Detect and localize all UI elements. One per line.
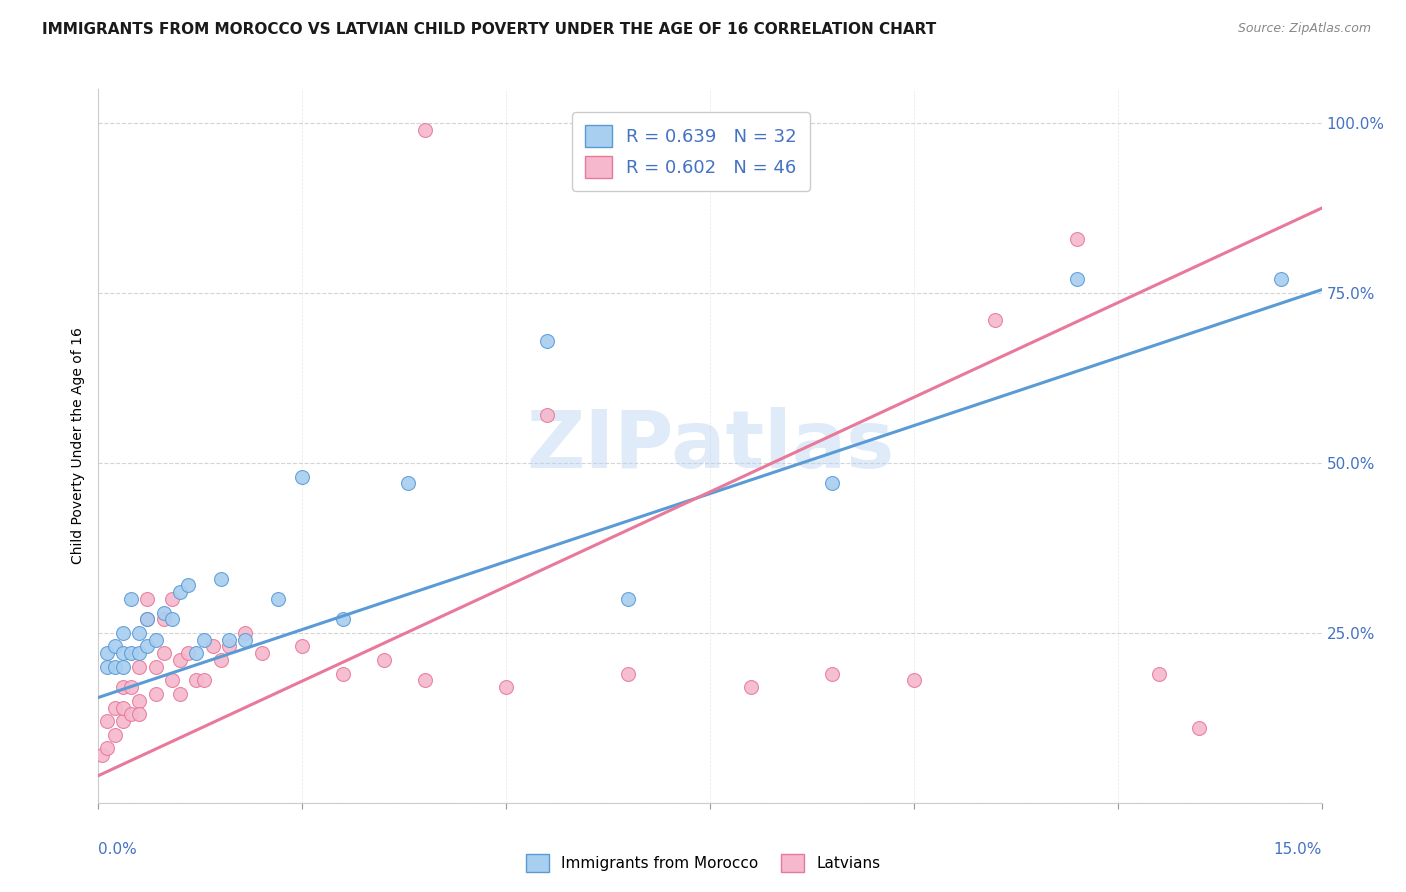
Point	[740, 680, 762, 694]
Point	[136, 640, 159, 654]
Point	[169, 687, 191, 701]
Point	[209, 572, 232, 586]
Point	[128, 707, 150, 722]
Point	[413, 673, 436, 688]
Point	[169, 653, 191, 667]
Text: 0.0%: 0.0%	[98, 842, 138, 857]
Point	[111, 660, 134, 674]
Point	[160, 673, 183, 688]
Point	[218, 632, 240, 647]
Point	[1066, 272, 1088, 286]
Point	[233, 626, 256, 640]
Point	[495, 680, 517, 694]
Point	[821, 476, 844, 491]
Point	[111, 714, 134, 729]
Point	[145, 660, 167, 674]
Point	[104, 640, 127, 654]
Point	[96, 646, 118, 660]
Point	[332, 666, 354, 681]
Point	[152, 646, 174, 660]
Point	[267, 591, 290, 606]
Point	[96, 741, 118, 756]
Point	[617, 591, 640, 606]
Y-axis label: Child Poverty Under the Age of 16: Child Poverty Under the Age of 16	[72, 327, 86, 565]
Point	[152, 612, 174, 626]
Text: IMMIGRANTS FROM MOROCCO VS LATVIAN CHILD POVERTY UNDER THE AGE OF 16 CORRELATION: IMMIGRANTS FROM MOROCCO VS LATVIAN CHILD…	[42, 22, 936, 37]
Point	[96, 660, 118, 674]
Point	[120, 591, 142, 606]
Point	[120, 646, 142, 660]
Point	[104, 728, 127, 742]
Point	[186, 646, 208, 660]
Point	[145, 687, 167, 701]
Point	[160, 612, 183, 626]
Point	[152, 606, 174, 620]
Point	[332, 612, 354, 626]
Point	[536, 334, 558, 348]
Point	[201, 640, 224, 654]
Point	[373, 653, 395, 667]
Point	[903, 673, 925, 688]
Point	[128, 646, 150, 660]
Point	[291, 469, 314, 483]
Point	[177, 646, 200, 660]
Point	[128, 626, 150, 640]
Point	[120, 707, 142, 722]
Point	[1066, 232, 1088, 246]
Point	[111, 680, 134, 694]
Point	[209, 653, 232, 667]
Point	[193, 673, 215, 688]
Legend: R = 0.639   N = 32, R = 0.602   N = 46: R = 0.639 N = 32, R = 0.602 N = 46	[572, 112, 810, 191]
Point	[1270, 272, 1292, 286]
Point	[160, 591, 183, 606]
Text: Source: ZipAtlas.com: Source: ZipAtlas.com	[1237, 22, 1371, 36]
Point	[111, 626, 134, 640]
Point	[145, 632, 167, 647]
Point	[111, 646, 134, 660]
Point	[104, 660, 127, 674]
Point	[1147, 666, 1170, 681]
Point	[617, 666, 640, 681]
Point	[96, 714, 118, 729]
Point	[1188, 721, 1211, 735]
Text: 15.0%: 15.0%	[1274, 842, 1322, 857]
Point	[136, 612, 159, 626]
Point	[136, 612, 159, 626]
Point	[169, 585, 191, 599]
Point	[536, 409, 558, 423]
Point	[177, 578, 200, 592]
Point	[821, 666, 844, 681]
Point	[111, 700, 134, 714]
Point	[233, 632, 256, 647]
Point	[104, 700, 127, 714]
Text: ZIPatlas: ZIPatlas	[526, 407, 894, 485]
Point	[193, 632, 215, 647]
Point	[186, 673, 208, 688]
Point	[250, 646, 273, 660]
Point	[413, 123, 436, 137]
Point	[128, 660, 150, 674]
Point	[218, 640, 240, 654]
Point	[396, 476, 419, 491]
Legend: Immigrants from Morocco, Latvians: Immigrants from Morocco, Latvians	[517, 846, 889, 880]
Point	[120, 680, 142, 694]
Point	[91, 748, 114, 763]
Point	[136, 591, 159, 606]
Point	[291, 640, 314, 654]
Point	[984, 313, 1007, 327]
Point	[128, 694, 150, 708]
